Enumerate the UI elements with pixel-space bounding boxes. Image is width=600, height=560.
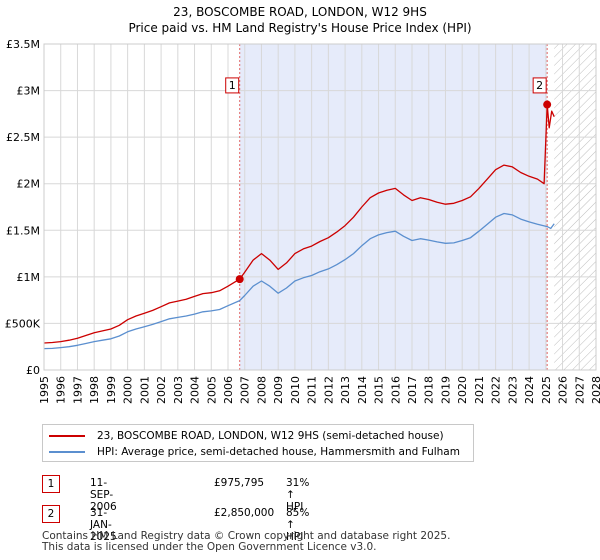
x-tick-label: 2000 (122, 376, 135, 404)
shaded-ownership-region (239, 44, 548, 370)
footer-attribution: Contains HM Land Registry data © Crown c… (42, 531, 450, 553)
footer-line-copyright: Contains HM Land Registry data © Crown c… (42, 530, 451, 542)
x-tick-label: 1995 (38, 376, 51, 404)
x-tick-label: 2011 (306, 376, 319, 404)
x-tick-label: 2016 (389, 376, 402, 404)
x-tick-label: 2024 (523, 376, 536, 404)
legend-item-hpi: HPI: Average price, semi-detached house,… (49, 444, 460, 460)
legend-item-property: 23, BOSCOMBE ROAD, LONDON, W12 9HS (semi… (49, 428, 444, 444)
x-tick-label: 2005 (205, 376, 218, 404)
y-tick-label: £1M (17, 271, 41, 284)
plot-border (43, 43, 597, 371)
price-chart: 23, BOSCOMBE ROAD, LONDON, W12 9HS Price… (5, 5, 600, 404)
x-tick-label: 2023 (506, 376, 519, 404)
x-tick-label: 2007 (239, 376, 252, 404)
x-tick-label: 2006 (222, 376, 235, 404)
legend-swatch-property (49, 435, 85, 437)
chart-subtitle: Price paid vs. HM Land Registry's House … (128, 21, 471, 35)
x-tick-label: 2021 (473, 376, 486, 404)
transaction-number-badge: 1 (42, 475, 60, 493)
x-tick-label: 1998 (88, 376, 101, 404)
x-tick-label: 2028 (590, 376, 600, 404)
x-tick-label: 2015 (373, 376, 386, 404)
x-tick-label: 2001 (138, 376, 151, 404)
x-tick-label: 1996 (55, 376, 68, 404)
marker-2-box (532, 77, 547, 94)
chart-title: 23, BOSCOMBE ROAD, LONDON, W12 9HS (173, 5, 427, 19)
x-tick-label: 2004 (189, 376, 202, 404)
marker-1-box (225, 77, 240, 94)
x-tick-label: 2018 (423, 376, 436, 404)
x-tick-label: 1997 (71, 376, 84, 404)
footer-line-license: This data is licensed under the Open Gov… (42, 541, 377, 553)
legend-swatch-hpi (49, 451, 85, 453)
y-tick-label: £0 (26, 364, 40, 377)
transaction-price: £975,795 (214, 477, 265, 489)
x-tick-label: 2003 (172, 376, 185, 404)
x-tick-label: 2019 (439, 376, 452, 404)
x-tick-label: 2009 (272, 376, 285, 404)
transaction-hpi-change: 85% ↑ HPI (286, 507, 310, 543)
series-line-hpi (43, 212, 555, 350)
hatched-future-region (554, 44, 596, 370)
x-tick-label: 2013 (339, 376, 352, 404)
transaction-date: 31-JAN-2025 (90, 507, 117, 543)
legend-label-property: 23, BOSCOMBE ROAD, LONDON, W12 9HS (semi… (97, 430, 444, 442)
transaction-price: £2,850,000 (214, 507, 275, 519)
x-tick-label: 2002 (155, 376, 168, 404)
sale-point-2 (543, 100, 552, 109)
transaction-date: 11-SEP-2006 (90, 477, 117, 513)
x-tick-label: 2014 (356, 376, 369, 404)
marker-1-label: 1 (229, 79, 236, 92)
y-tick-label: £3.5M (6, 38, 40, 51)
transaction-hpi-change: 31% ↑ HPI (286, 477, 310, 513)
x-tick-label: 2008 (255, 376, 268, 404)
x-tick-label: 2010 (289, 376, 302, 404)
x-tick-label: 2025 (540, 376, 553, 404)
x-tick-label: 2022 (490, 376, 503, 404)
x-tick-label: 1999 (105, 376, 118, 404)
x-tick-label: 2027 (573, 376, 586, 404)
y-tick-label: £3M (17, 85, 41, 98)
sale-point-1 (235, 275, 244, 284)
transaction-number-badge: 2 (42, 505, 60, 523)
x-tick-label: 2020 (456, 376, 469, 404)
y-tick-label: £500K (5, 317, 41, 330)
x-tick-label: 2012 (322, 376, 335, 404)
y-tick-label: £2M (17, 178, 41, 191)
y-tick-label: £1.5M (6, 224, 40, 237)
legend: 23, BOSCOMBE ROAD, LONDON, W12 9HS (semi… (42, 424, 474, 462)
marker-2-label: 2 (536, 79, 543, 92)
y-tick-label: £2.5M (6, 131, 40, 144)
series-line-property (43, 103, 555, 344)
legend-label-hpi: HPI: Average price, semi-detached house,… (97, 446, 460, 458)
x-tick-label: 2017 (406, 376, 419, 404)
x-tick-label: 2026 (557, 376, 570, 404)
